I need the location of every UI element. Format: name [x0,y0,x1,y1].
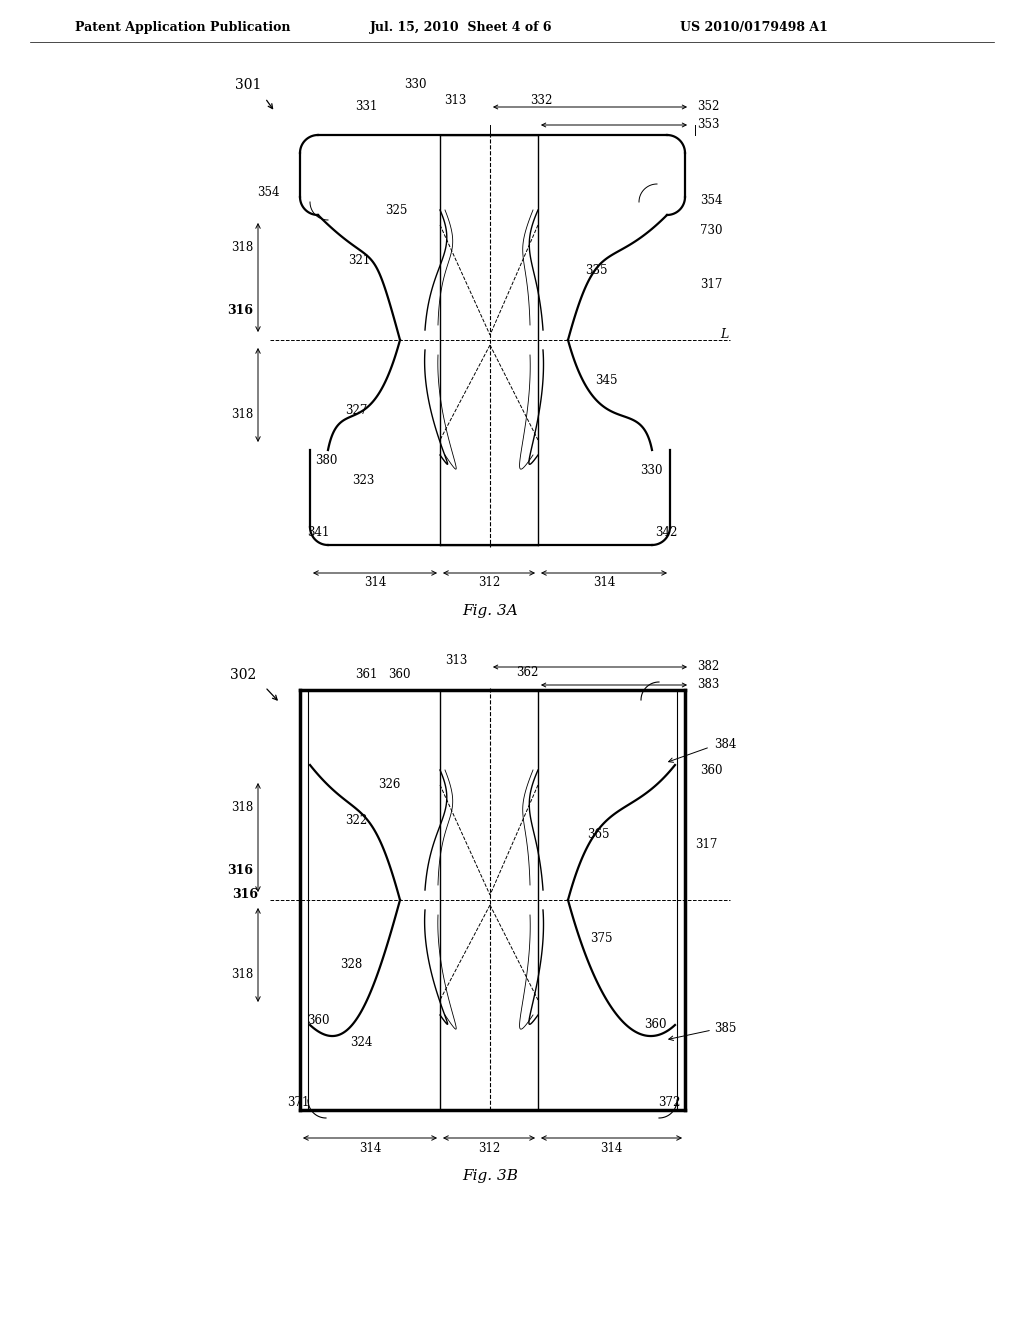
Text: Fig. 3A: Fig. 3A [462,605,518,618]
Text: 316: 316 [232,888,258,902]
Text: 327: 327 [345,404,368,417]
Text: 384: 384 [714,738,736,751]
Text: 360: 360 [388,668,411,681]
Text: 318: 318 [230,801,253,814]
Text: 385: 385 [714,1022,736,1035]
Text: 354: 354 [257,186,280,199]
Text: 361: 361 [355,668,378,681]
Text: 321: 321 [348,253,371,267]
Text: 316: 316 [227,304,253,317]
Text: 326: 326 [378,779,400,792]
Text: 382: 382 [697,660,719,673]
Text: 314: 314 [358,1142,381,1155]
Text: 354: 354 [700,194,723,206]
Text: 342: 342 [655,527,677,540]
Text: 312: 312 [478,1142,500,1155]
Text: 314: 314 [600,1142,623,1155]
Text: 331: 331 [355,100,378,114]
Text: 383: 383 [697,678,720,692]
Text: 380: 380 [315,454,337,466]
Text: 301: 301 [234,78,261,92]
Text: 312: 312 [478,577,500,590]
Text: 328: 328 [340,958,362,972]
Text: 316: 316 [227,863,253,876]
Text: 352: 352 [697,100,720,114]
Text: 375: 375 [590,932,612,945]
Text: 360: 360 [644,1019,667,1031]
Text: 372: 372 [658,1096,680,1109]
Text: 371: 371 [287,1096,309,1109]
Text: 362: 362 [516,667,539,680]
Text: 360: 360 [700,763,723,776]
Text: 302: 302 [230,668,256,682]
Text: 317: 317 [695,838,718,851]
Text: 730: 730 [700,223,723,236]
Text: 318: 318 [230,242,253,253]
Text: 330: 330 [640,463,663,477]
Text: 314: 314 [593,577,615,590]
Text: 322: 322 [345,813,368,826]
Text: 365: 365 [587,829,609,842]
Text: Jul. 15, 2010  Sheet 4 of 6: Jul. 15, 2010 Sheet 4 of 6 [370,21,553,34]
Text: 323: 323 [352,474,375,487]
Text: 318: 318 [230,408,253,421]
Text: 313: 313 [443,94,466,107]
Text: Fig. 3B: Fig. 3B [462,1170,518,1183]
Text: 353: 353 [697,119,720,132]
Text: 325: 325 [385,203,408,216]
Text: 313: 313 [445,653,467,667]
Text: US 2010/0179498 A1: US 2010/0179498 A1 [680,21,827,34]
Text: 330: 330 [403,78,426,91]
Text: Patent Application Publication: Patent Application Publication [75,21,291,34]
Text: 335: 335 [585,264,607,276]
Text: 317: 317 [700,279,722,292]
Text: 318: 318 [230,969,253,982]
Text: 341: 341 [307,527,330,540]
Text: 360: 360 [307,1014,330,1027]
Text: 314: 314 [364,577,386,590]
Text: 324: 324 [350,1035,373,1048]
Text: 345: 345 [595,374,617,387]
Text: L: L [720,329,728,342]
Text: 332: 332 [530,94,552,107]
